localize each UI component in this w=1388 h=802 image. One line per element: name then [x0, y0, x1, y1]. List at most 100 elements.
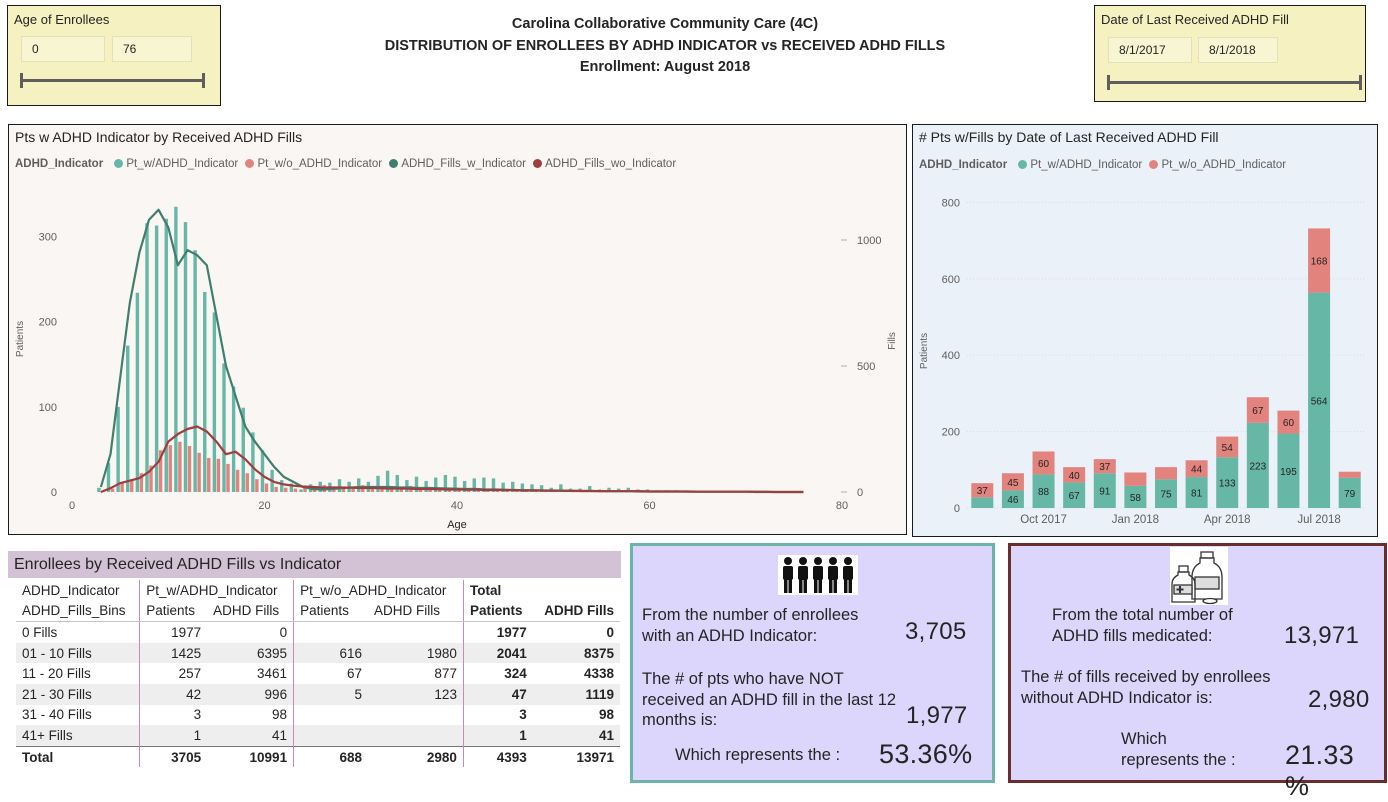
age-slider-min-handle[interactable] — [20, 73, 23, 88]
bar-pt-w-indicator — [482, 477, 486, 492]
data-label: 88 — [1038, 487, 1050, 498]
y-tick-label: 800 — [942, 197, 960, 209]
bar-pt-wo-indicator — [110, 488, 115, 492]
y2-tick-label: 0 — [857, 487, 863, 499]
bar-pt-w-indicator — [212, 312, 217, 492]
table-row: 11 - 20 Fills 257 3461 67 877 324 4338 — [16, 663, 620, 684]
date-slicer[interactable]: Date of Last Received ADHD Fill 8/1/2017… — [1094, 5, 1366, 102]
matrix-cell: 688 — [293, 745, 369, 768]
bar-pt-w-indicator — [1277, 433, 1300, 508]
matrix-bin-label: 21 - 30 Fills — [16, 683, 141, 705]
legend-label-pt-wo: Pt_w/o_ADHD_Indicator — [257, 158, 383, 170]
matrix-row-header-2: ADHD_Fills_Bins — [16, 600, 141, 623]
date-slider-end-handle[interactable] — [1359, 75, 1362, 90]
date-chart-panel: # Pts w/Fills by Date of Last Received A… — [912, 124, 1378, 537]
matrix-cell: 1977 — [171, 624, 202, 640]
age-chart-legend: ADHD_Indicator Pt_w/ADHD_Indicator Pt_w/… — [15, 158, 676, 170]
x-tick-label: Jul 2018 — [1297, 514, 1340, 526]
matrix-cell: 4393 — [463, 745, 533, 768]
bar-pt-wo-indicator — [120, 483, 124, 492]
x-tick-label: Jan 2018 — [1112, 514, 1159, 526]
data-label: 44 — [1191, 465, 1203, 476]
y-axis-title: Patients — [919, 333, 930, 369]
matrix-cell: 257 — [178, 666, 202, 682]
age-slicer[interactable]: Age of Enrollees 0 76 — [7, 5, 221, 106]
bar-pt-w-indicator — [414, 476, 419, 492]
bar-pt-w-indicator — [462, 480, 467, 492]
bar-pt-w-indicator — [183, 222, 188, 492]
bar-pt-wo-indicator — [1246, 397, 1269, 423]
bar-pt-wo-indicator — [389, 487, 394, 492]
bar-pt-wo-indicator — [207, 457, 211, 492]
bar-pt-w-indicator — [1246, 422, 1269, 508]
legend-dot-teal — [114, 159, 124, 168]
x-tick-label: Apr 2018 — [1204, 514, 1251, 526]
age-min-input[interactable]: 0 — [21, 36, 105, 62]
matrix-bin-label: 0 Fills — [16, 621, 141, 643]
y2-tick-label: 1000 — [857, 235, 881, 247]
data-label: 46 — [1007, 495, 1019, 506]
table-row: 31 - 40 Fills 3 98 3 98 — [16, 704, 620, 726]
matrix-total-label: Total — [16, 745, 141, 768]
bar-pt-wo-indicator — [284, 487, 288, 492]
date-slider-track[interactable] — [1109, 81, 1361, 84]
bar-pt-w-indicator — [626, 487, 630, 492]
bar-pt-w-indicator — [289, 483, 294, 492]
matrix-cell: 3461 — [207, 663, 295, 684]
matrix-cell: 616 — [293, 642, 369, 664]
age-chart-panel: Pts w ADHD Indicator by Received ADHD Fi… — [8, 124, 907, 535]
bar-pt-w-indicator — [443, 474, 448, 492]
date-chart[interactable]: 0 200 400 600 800 Patients 37 46 45 88 60 67 40 91 37 5… — [913, 125, 1377, 536]
bar-pt-w-indicator — [174, 206, 178, 492]
matrix-cell: 3 — [193, 707, 202, 723]
matrix-subheader: Patients — [293, 600, 369, 623]
bar-pt-wo-indicator — [187, 446, 192, 492]
data-label: 195 — [1280, 467, 1297, 478]
bar-pt-w-indicator — [126, 345, 130, 492]
kpi2-text-wo-indicator: The # of fills received by enrollees wit… — [1021, 668, 1271, 707]
age-max-input[interactable]: 76 — [112, 36, 192, 62]
bar-pt-wo-indicator — [1185, 460, 1208, 478]
bar-pt-wo-indicator — [216, 458, 221, 492]
legend-dot-dark-red — [533, 159, 543, 168]
matrix-cell: 3705 — [139, 745, 208, 768]
matrix-cell: 41 — [207, 725, 295, 747]
matrix-cell: 1 — [139, 725, 208, 747]
fills-matrix: Enrollees by Received ADHD Fills vs Indi… — [8, 551, 621, 796]
kpi2-text-represents: Which represents the : — [1121, 730, 1236, 769]
data-label: 58 — [1130, 493, 1142, 504]
matrix-bin-label: 41+ Fills — [16, 725, 141, 747]
bar-pt-w-indicator — [511, 481, 515, 492]
bar-pt-w-indicator — [472, 478, 476, 492]
bar-pt-w-indicator — [357, 478, 361, 492]
matrix-cell: 98 — [598, 707, 614, 723]
matrix-cell: 10991 — [207, 745, 295, 768]
bar-pt-w-indicator — [299, 489, 303, 492]
y-tick-label: 0 — [954, 503, 960, 515]
age-chart[interactable]: 0 100 200 300 0 500 1000 0 20 40 60 80 Age Patients Fi… — [9, 125, 906, 534]
bar-pt-w-indicator — [539, 485, 544, 492]
age-slider-track[interactable] — [22, 79, 204, 82]
date-end-input[interactable]: 8/1/2018 — [1198, 37, 1278, 63]
bar-pt-w-indicator — [231, 386, 236, 492]
matrix-cell: 0 — [207, 621, 295, 643]
bar-pt-w-indicator — [607, 487, 611, 492]
y2-tick-label: 500 — [857, 361, 875, 373]
date-start-input[interactable]: 8/1/2017 — [1108, 37, 1192, 63]
matrix-cell: 13971 — [532, 745, 620, 768]
kpi-card-no-fill: From the number of enrollees with an ADH… — [630, 543, 995, 783]
matrix-title: Enrollees by Received ADHD Fills vs Indi… — [8, 551, 621, 578]
kpi1-value-percent: 53.36% — [879, 739, 973, 769]
bar-pt-wo-indicator — [971, 483, 994, 498]
bar-pt-w-indicator — [135, 292, 140, 492]
matrix-bin-label: 01 - 10 Fills — [16, 642, 141, 664]
line-fills-wo-indicator — [100, 425, 804, 494]
matrix-cell: 996 — [207, 683, 295, 705]
date-slider-start-handle[interactable] — [1107, 75, 1110, 90]
bar-pt-wo-indicator — [351, 487, 355, 492]
bar-pt-wo-indicator — [168, 445, 172, 492]
kpi2-value-fills: 13,971 — [1284, 622, 1360, 649]
age-slider-max-handle[interactable] — [202, 73, 205, 88]
bar-pt-wo-indicator — [1277, 410, 1300, 434]
bar-pt-wo-indicator — [1308, 228, 1331, 293]
